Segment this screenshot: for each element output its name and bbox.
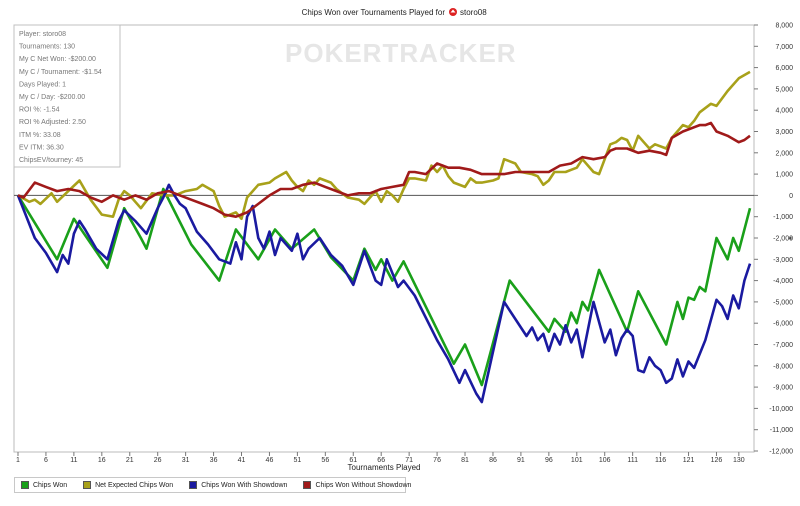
resize-handle-icon[interactable]: ◂	[788, 235, 792, 242]
y-tick-label: -4,000	[773, 278, 793, 285]
stats-line: EV ITM: 36.30	[19, 144, 64, 151]
stats-line: ChipsEV/tourney: 45	[19, 157, 83, 164]
x-tick-label: 91	[517, 457, 525, 464]
legend-label: Chips Won Without Showdown	[315, 481, 412, 489]
y-tick-label: -10,000	[769, 406, 793, 413]
legend-item-chips-won[interactable]: Chips Won	[21, 481, 67, 489]
y-tick-label: 2,000	[775, 150, 793, 157]
y-tick-label: 8,000	[775, 23, 793, 30]
stats-line: ROI % Adjusted: 2.50	[19, 119, 86, 126]
x-tick-label: 116	[655, 457, 666, 464]
x-tick-label: 41	[238, 457, 246, 464]
x-tick-label: 26	[154, 457, 162, 464]
series-lines	[16, 70, 752, 404]
x-tick-label: 106	[599, 457, 611, 464]
stats-box: Player: storo08 Tournaments: 130 My C Net …	[13, 24, 121, 168]
x-tick-label: 51	[293, 457, 301, 464]
x-tick-label: 76	[433, 457, 441, 464]
x-tick-label: 6	[44, 457, 48, 464]
x-tick-label: 81	[461, 457, 469, 464]
y-tick-label: 7,000	[775, 44, 793, 51]
legend-swatch-without-showdown	[303, 481, 312, 489]
chart-title-group: Chips Won over Tournaments Played for st…	[302, 8, 487, 17]
x-tick-label: 56	[321, 457, 329, 464]
x-tick-label: 61	[349, 457, 357, 464]
y-tick-label: -7,000	[773, 342, 793, 349]
chart-title: Chips Won over Tournaments Played for	[302, 8, 446, 17]
stats-line: My C / Day: -$200.00	[19, 94, 85, 101]
y-tick-label: 3,000	[775, 129, 793, 136]
y-tick-label: -12,000	[769, 449, 793, 456]
pokerstars-spade-icon	[449, 8, 457, 16]
legend: Chips Won Net Expected Chips Won Chips W…	[14, 477, 411, 493]
y-tick-label: 1,000	[775, 172, 793, 179]
y-tick-label: -5,000	[773, 299, 793, 306]
legend-label: Chips Won With Showdown	[201, 481, 288, 489]
chips-won-with-showdown-line	[16, 183, 752, 404]
legend-item-without-showdown[interactable]: Chips Won Without Showdown	[303, 481, 411, 489]
plot-area	[13, 24, 755, 453]
x-tick-label: 46	[266, 457, 274, 464]
x-tick-label: 16	[98, 457, 106, 464]
x-tick-label: 31	[182, 457, 190, 464]
chips-won-line	[16, 187, 752, 387]
stats-line: Tournaments: 130	[19, 44, 75, 51]
legend-label: Net Expected Chips Won	[95, 481, 174, 489]
x-tick-label: 130	[733, 457, 745, 464]
x-tick-label: 86	[489, 457, 497, 464]
stats-line: My C Net Won: -$200.00	[19, 56, 96, 63]
stats-line: ROI %: -1.54	[19, 107, 60, 114]
y-tick-label: -9,000	[773, 385, 793, 392]
x-tick-label: 71	[405, 457, 413, 464]
y-tick-label: 4,000	[775, 108, 793, 115]
y-tick-label: 6,000	[775, 65, 793, 72]
x-tick-label: 11	[70, 457, 77, 464]
x-tick-label: 121	[683, 457, 695, 464]
x-tick-label: 96	[545, 457, 553, 464]
y-tick-label: -3,000	[773, 257, 793, 264]
y-tick-label: 0	[789, 193, 793, 200]
y-tick-label: -1,000	[773, 214, 793, 221]
legend-swatch-with-showdown	[189, 481, 198, 489]
y-tick-label: -8,000	[773, 363, 793, 370]
pokertracker-watermark-logo: POKERTRACKER	[285, 38, 517, 68]
y-tick-label: -11,000	[770, 427, 793, 434]
y-tick-label: -2,000	[773, 236, 793, 243]
y-tick-label: 5,000	[775, 86, 793, 93]
net-expected-chips-won-line	[17, 70, 751, 221]
x-tick-label: 101	[571, 457, 583, 464]
y-axis: 8,000 7,000 6,000 5,000 4,000 3,000 2,000 1,000…	[754, 23, 793, 456]
chips-won-without-showdown-line	[17, 121, 751, 218]
x-tick-label: 126	[711, 457, 723, 464]
x-tick-label: 1	[16, 457, 20, 464]
stats-line: ITM %: 33.08	[19, 132, 61, 139]
legend-item-net-expected[interactable]: Net Expected Chips Won	[83, 481, 173, 489]
legend-item-with-showdown[interactable]: Chips Won With Showdown	[189, 481, 287, 489]
chart-title-player: storo08	[460, 8, 487, 17]
legend-swatch-chips-won	[21, 481, 29, 489]
x-tick-label: 36	[210, 457, 218, 464]
legend-swatch-net-expected	[83, 481, 92, 489]
stats-line: My C / Tournament: -$1.54	[19, 69, 102, 76]
x-axis: 1 6 11 16 21 26 31 36 41 46 51 56 61 66 71 76 81 86 91 96 10…	[16, 452, 745, 464]
stats-line: Player: storo08	[19, 31, 66, 38]
legend-label: Chips Won	[33, 481, 68, 489]
y-tick-label: -6,000	[773, 321, 793, 328]
stats-line: Days Played: 1	[19, 81, 66, 88]
x-tick-label: 21	[126, 457, 134, 464]
x-tick-label: 66	[377, 457, 385, 464]
x-tick-label: 111	[627, 457, 638, 464]
x-axis-title: Tournaments Played	[348, 463, 421, 472]
